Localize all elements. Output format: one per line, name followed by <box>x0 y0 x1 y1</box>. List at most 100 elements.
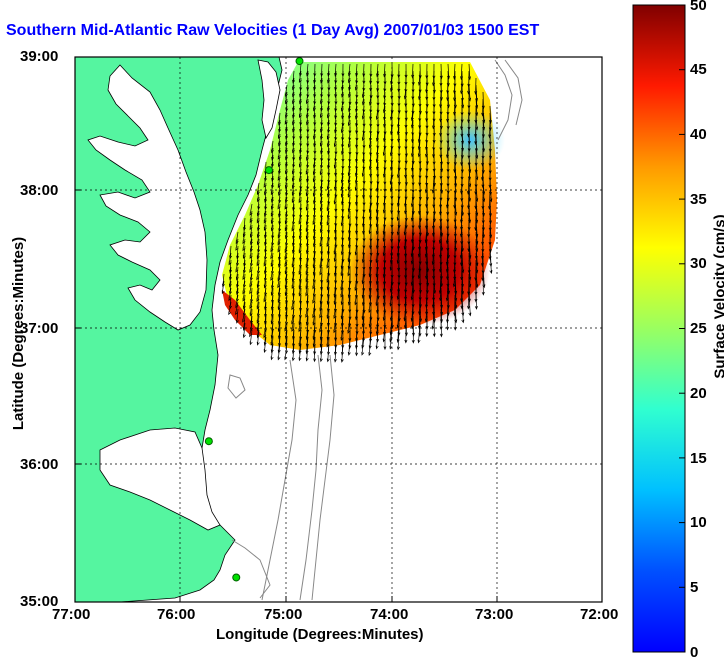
velocity-arrow <box>277 322 281 340</box>
velocity-arrow <box>355 112 359 128</box>
velocity-arrow <box>404 322 408 344</box>
y-tick-label: 37:00 <box>20 320 59 337</box>
velocity-arrow <box>411 322 415 344</box>
velocity-arrow <box>327 238 330 256</box>
velocity-arrow <box>291 343 295 362</box>
velocity-arrow <box>326 252 330 269</box>
colorbar-tick-label: 45 <box>690 61 707 78</box>
velocity-arrow <box>292 105 296 119</box>
velocity-arrow <box>298 182 302 197</box>
velocity-arrow <box>298 336 302 355</box>
velocity-arrow <box>264 294 268 311</box>
velocity-arrow <box>235 238 239 251</box>
velocity-arrow <box>383 329 387 351</box>
velocity-arrow <box>361 336 365 356</box>
velocity-arrow <box>334 119 338 134</box>
bathymetry-contours <box>227 59 523 601</box>
velocity-arrow <box>229 266 232 281</box>
velocity-arrow <box>355 336 359 357</box>
colorbar <box>632 4 686 653</box>
velocity-arrow <box>292 133 296 147</box>
plot-frame <box>74 56 603 603</box>
velocity-arrow <box>376 77 380 92</box>
y-axis-label: Latitude (Degrees:Minutes) <box>10 236 28 431</box>
velocity-arrow <box>305 273 309 290</box>
velocity-arrow <box>461 301 465 324</box>
velocity-arrow <box>292 70 296 84</box>
velocity-arrow <box>242 322 246 339</box>
velocity-arrow <box>347 203 351 220</box>
velocity-arrow <box>320 126 324 141</box>
velocity-arrow <box>417 133 421 151</box>
colorbar-tick-label: 5 <box>690 579 699 596</box>
velocity-arrow <box>334 84 338 98</box>
velocity-arrow <box>362 210 365 228</box>
velocity-arrow <box>319 343 323 363</box>
velocity-arrow <box>306 105 309 119</box>
velocity-arrow <box>446 63 450 80</box>
velocity-arrow <box>299 126 303 140</box>
velocity-arrow <box>249 238 253 253</box>
velocity-arrow <box>334 105 338 120</box>
velocity-arrow <box>432 315 436 338</box>
velocity-arrow <box>292 98 296 112</box>
velocity-arrow <box>439 315 443 338</box>
velocity-arrow <box>313 154 316 169</box>
colorbar-tick-label: 20 <box>690 385 707 402</box>
velocity-arrow <box>256 224 260 239</box>
velocity-arrow <box>327 98 330 112</box>
colorbar-tick-label: 10 <box>690 514 707 531</box>
velocity-arrow <box>299 217 302 233</box>
velocity-arrow <box>347 196 351 213</box>
velocity-arrow <box>264 224 267 239</box>
axis-ticks <box>75 189 498 602</box>
velocity-arrow <box>369 70 373 85</box>
pamlico-sound <box>99 427 221 531</box>
x-tick-label: 75:00 <box>264 606 303 623</box>
velocity-arrow <box>347 259 351 277</box>
velocity-arrow <box>313 70 317 84</box>
velocity-arrow <box>236 245 240 260</box>
colorbar-label: Surface Velocity (cm/s) <box>711 214 724 379</box>
velocity-arrow <box>250 231 253 246</box>
velocity-arrow <box>361 329 365 349</box>
velocity-arrow <box>299 84 303 98</box>
velocity-arrow <box>236 280 239 296</box>
velocity-arrow <box>348 105 351 120</box>
colorbar-tick-label: 0 <box>690 644 699 661</box>
colorbar-tick-label: 25 <box>690 320 707 337</box>
radar-station-marker <box>204 437 213 446</box>
velocity-arrow <box>249 329 253 346</box>
velocity-arrow <box>292 231 295 247</box>
velocity-arrow <box>221 280 225 295</box>
velocity-arrow <box>312 259 316 276</box>
velocity-arrow <box>313 343 317 363</box>
velocity-arrow <box>334 161 338 177</box>
velocity-arrow <box>347 224 351 242</box>
velocity-arrow <box>270 196 274 210</box>
velocity-arrow <box>468 294 472 317</box>
velocity-arrow <box>333 315 337 334</box>
velocity-arrow <box>236 273 240 289</box>
velocity-arrow <box>264 308 267 325</box>
velocity-arrow <box>375 329 379 350</box>
velocity-arrow <box>285 154 289 168</box>
x-tick-label: 74:00 <box>370 606 409 623</box>
velocity-arrow <box>383 84 387 100</box>
velocity-arrow <box>368 294 372 314</box>
velocity-arrow <box>467 287 471 310</box>
velocity-arrow <box>256 322 260 339</box>
velocity-arrow <box>417 126 421 144</box>
velocity-arrow <box>333 280 337 298</box>
velocity-arrow <box>298 308 302 326</box>
velocity-arrow <box>298 315 302 333</box>
velocity-arrow <box>235 308 239 324</box>
map-title: Southern Mid-Atlantic Raw Velocities (1 … <box>6 22 540 39</box>
velocity-arrow <box>313 84 317 98</box>
velocity-arrow <box>481 273 485 296</box>
velocity-arrow <box>319 210 323 226</box>
velocity-arrow <box>417 322 421 344</box>
velocity-arrow <box>249 280 253 295</box>
velocity-arrow <box>285 119 289 133</box>
